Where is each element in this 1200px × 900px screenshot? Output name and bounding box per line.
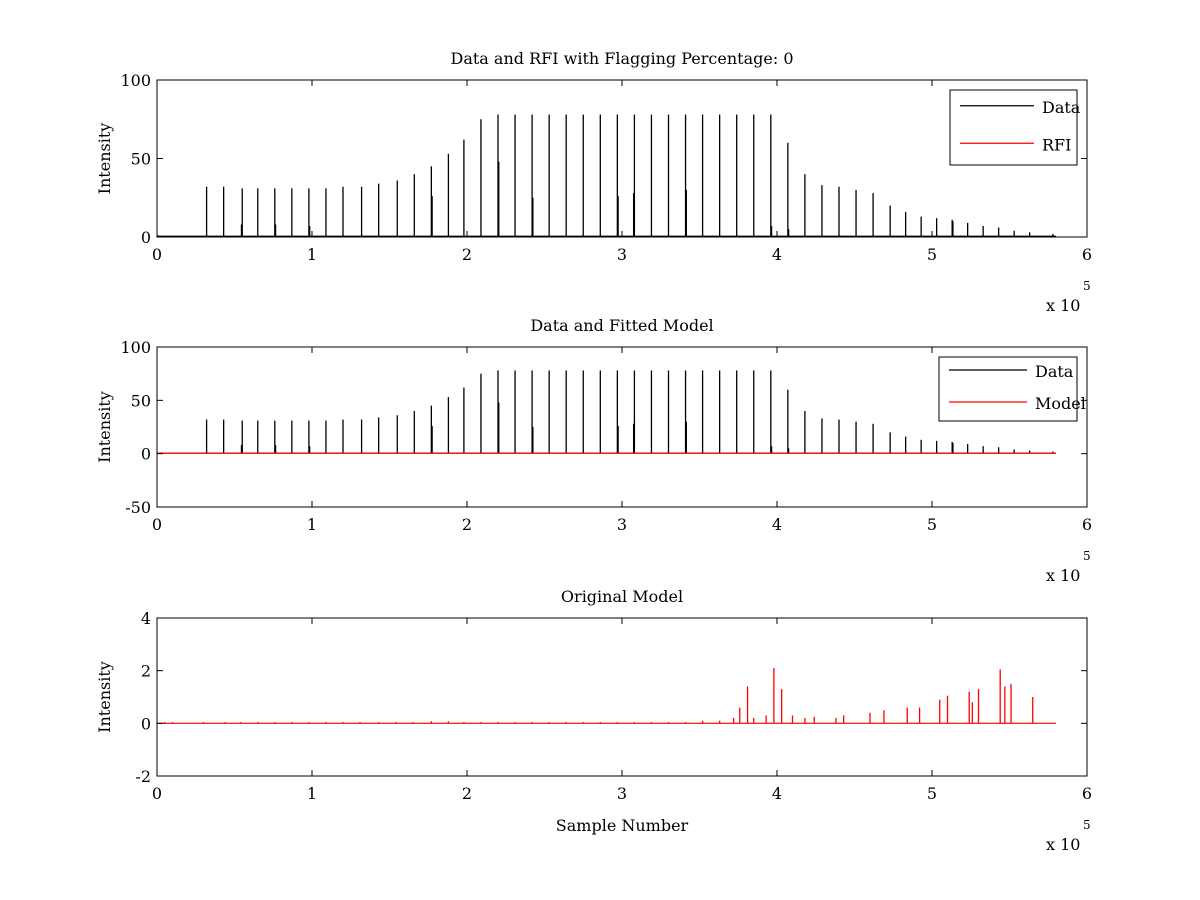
x-tick-label: 2 (462, 784, 472, 803)
chart-title: Data and RFI with Flagging Percentage: 0 (450, 49, 793, 68)
y-tick-label: 4 (141, 609, 151, 628)
legend-label-data: Data (1035, 362, 1074, 381)
y-axis-label: Intensity (95, 391, 114, 463)
x-exponent-base: x 10 (1046, 835, 1080, 854)
x-tick-label: 3 (617, 245, 627, 264)
chart-title: Original Model (561, 587, 683, 606)
x-exponent-base: x 10 (1046, 296, 1080, 315)
axis-ticks: 0 1 2 3 4 5 6 0 50 100 (120, 71, 1092, 264)
y-tick-label: 0 (141, 228, 151, 247)
legend-label-model: Model (1035, 394, 1086, 413)
x-tick-label: 3 (617, 784, 627, 803)
x-tick-label: 5 (927, 784, 937, 803)
x-tick-label: 2 (462, 245, 472, 264)
x-exponent-power: 5 (1083, 818, 1091, 832)
plot-frame (156, 346, 1088, 508)
y-tick-label: 50 (131, 391, 151, 410)
x-tick-label: 6 (1082, 515, 1092, 534)
y-tick-label: 0 (141, 445, 151, 464)
y-tick-label: 100 (120, 338, 151, 357)
legend: Data Model (938, 356, 1086, 422)
y-tick-label: -50 (125, 498, 151, 517)
x-exponent-power: 5 (1083, 549, 1091, 563)
x-tick-label: 4 (772, 515, 782, 534)
y-tick-label: 0 (141, 714, 151, 733)
legend-box (938, 356, 1078, 422)
x-tick-label: 2 (462, 515, 472, 534)
x-tick-label: 1 (307, 515, 317, 534)
x-tick-label: 0 (152, 784, 162, 803)
x-exponent-power: 5 (1083, 279, 1091, 293)
series-1 (157, 668, 1056, 724)
x-tick-label: 6 (1082, 245, 1092, 264)
x-tick-label: 1 (307, 784, 317, 803)
x-tick-label: 4 (772, 245, 782, 264)
x-tick-label: 0 (152, 515, 162, 534)
x-tick-label: 1 (307, 245, 317, 264)
series-data (157, 370, 1056, 454)
legend-label-data: Data (1042, 98, 1081, 117)
plot-frame (156, 79, 1088, 238)
chart-title: Data and Fitted Model (530, 316, 713, 335)
legend: Data RFI (949, 89, 1081, 166)
series-data (157, 114, 1056, 237)
y-axis-label: Intensity (95, 661, 114, 733)
y-tick-label: 100 (120, 71, 151, 90)
plot-frame (156, 617, 1088, 777)
y-tick-label: 50 (131, 150, 151, 169)
x-tick-label: 5 (927, 515, 937, 534)
y-axis-label: Intensity (95, 123, 114, 195)
y-tick-label: 2 (141, 662, 151, 681)
x-tick-label: 6 (1082, 784, 1092, 803)
x-tick-label: 4 (772, 784, 782, 803)
legend-box (949, 89, 1078, 166)
x-tick-label: 3 (617, 515, 627, 534)
x-axis-label: Sample Number (556, 816, 689, 835)
y-tick-label: -2 (135, 767, 151, 786)
x-tick-label: 5 (927, 245, 937, 264)
x-exponent-base: x 10 (1046, 566, 1080, 585)
x-tick-label: 0 (152, 245, 162, 264)
legend-label-rfi: RFI (1042, 135, 1071, 154)
